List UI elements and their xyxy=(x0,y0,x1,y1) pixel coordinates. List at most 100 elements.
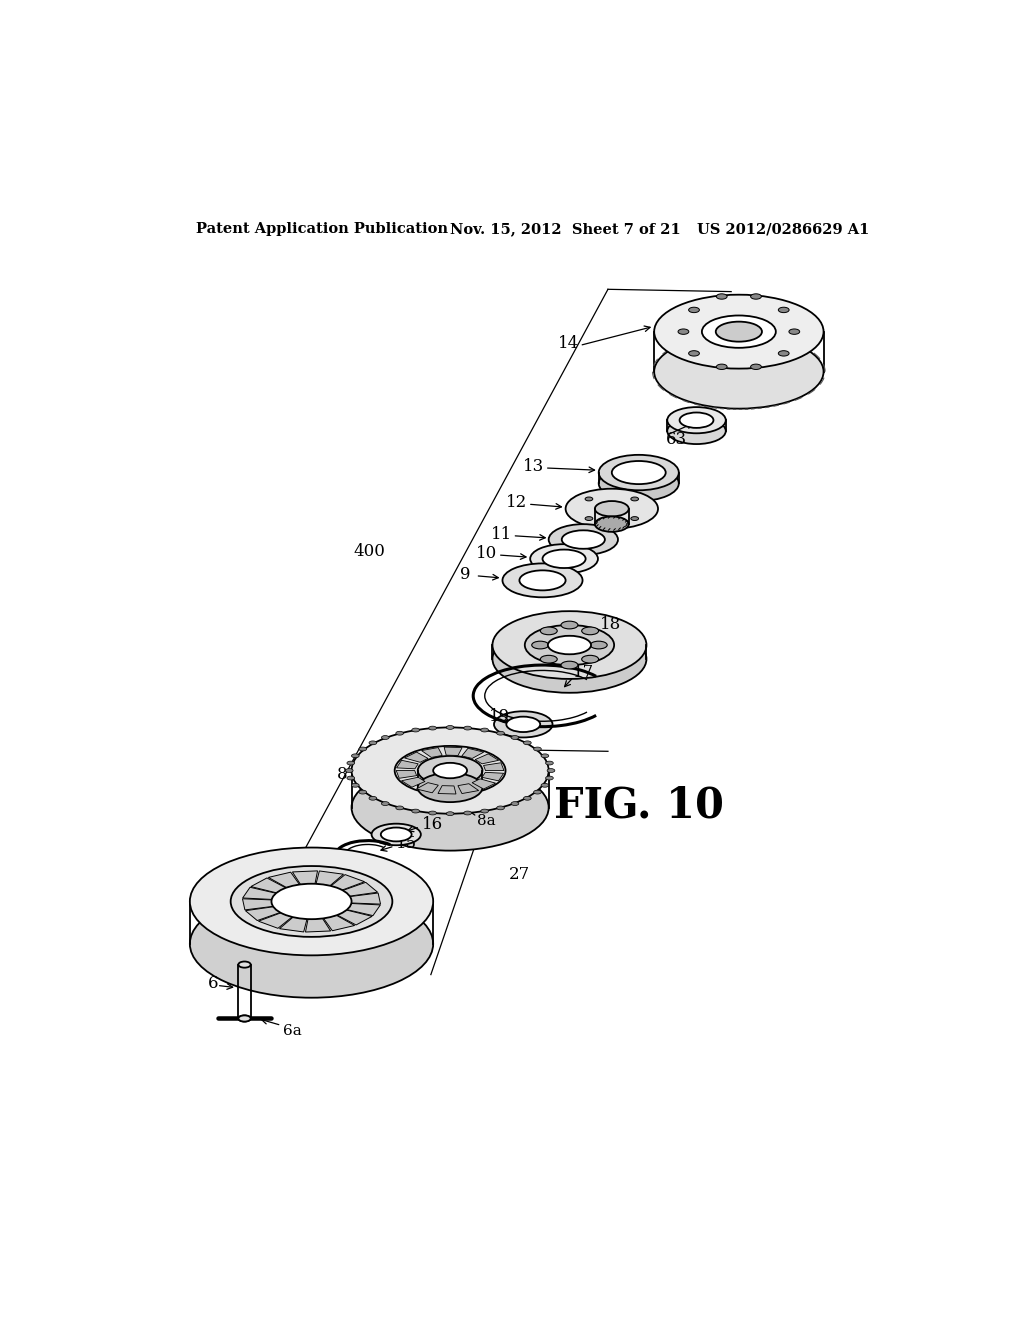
Ellipse shape xyxy=(595,516,629,532)
Polygon shape xyxy=(280,917,307,932)
Ellipse shape xyxy=(541,754,549,758)
Polygon shape xyxy=(483,763,504,771)
Ellipse shape xyxy=(678,329,689,334)
Polygon shape xyxy=(472,779,496,789)
Ellipse shape xyxy=(548,636,591,655)
Ellipse shape xyxy=(582,627,599,635)
Polygon shape xyxy=(417,783,438,793)
Ellipse shape xyxy=(717,364,727,370)
Ellipse shape xyxy=(429,726,436,730)
Ellipse shape xyxy=(381,828,412,841)
Ellipse shape xyxy=(788,329,800,334)
Polygon shape xyxy=(458,784,478,793)
Polygon shape xyxy=(438,785,456,795)
Ellipse shape xyxy=(506,717,541,733)
Ellipse shape xyxy=(585,516,593,520)
Ellipse shape xyxy=(497,731,505,735)
Ellipse shape xyxy=(668,418,726,444)
Polygon shape xyxy=(444,747,462,755)
Ellipse shape xyxy=(503,564,583,598)
Ellipse shape xyxy=(271,884,351,919)
Ellipse shape xyxy=(543,549,586,568)
Ellipse shape xyxy=(530,544,598,573)
Ellipse shape xyxy=(351,754,359,758)
Text: 19: 19 xyxy=(488,708,510,725)
Text: Nov. 15, 2012  Sheet 7 of 21: Nov. 15, 2012 Sheet 7 of 21 xyxy=(451,222,681,236)
Ellipse shape xyxy=(418,756,482,785)
Polygon shape xyxy=(482,772,504,781)
Ellipse shape xyxy=(541,655,557,663)
Polygon shape xyxy=(258,913,292,928)
Ellipse shape xyxy=(464,726,471,730)
Ellipse shape xyxy=(369,796,377,800)
Text: 27: 27 xyxy=(509,866,530,883)
Ellipse shape xyxy=(189,847,433,956)
Text: 7: 7 xyxy=(246,890,257,906)
Ellipse shape xyxy=(595,502,629,516)
Polygon shape xyxy=(305,919,331,932)
Ellipse shape xyxy=(585,498,593,500)
Text: 13: 13 xyxy=(523,458,545,475)
Polygon shape xyxy=(246,907,281,920)
Text: 400: 400 xyxy=(353,543,385,560)
Ellipse shape xyxy=(688,351,699,356)
Ellipse shape xyxy=(429,810,436,814)
Ellipse shape xyxy=(631,498,639,500)
Ellipse shape xyxy=(497,807,505,809)
Polygon shape xyxy=(404,752,428,762)
Text: FIG. 10: FIG. 10 xyxy=(554,784,724,826)
Ellipse shape xyxy=(396,807,403,809)
Ellipse shape xyxy=(778,308,790,313)
Polygon shape xyxy=(331,875,365,890)
Ellipse shape xyxy=(433,763,467,779)
Polygon shape xyxy=(396,760,418,768)
Ellipse shape xyxy=(654,294,823,368)
Ellipse shape xyxy=(668,407,726,433)
Polygon shape xyxy=(422,747,442,758)
Polygon shape xyxy=(350,894,381,904)
Ellipse shape xyxy=(717,294,727,300)
Ellipse shape xyxy=(345,768,353,772)
Ellipse shape xyxy=(372,824,421,845)
Text: 9: 9 xyxy=(460,566,471,582)
Ellipse shape xyxy=(519,570,565,590)
Polygon shape xyxy=(337,909,372,925)
Text: US 2012/0286629 A1: US 2012/0286629 A1 xyxy=(696,222,869,236)
Ellipse shape xyxy=(493,611,646,678)
Polygon shape xyxy=(243,887,276,899)
Ellipse shape xyxy=(688,308,699,313)
Ellipse shape xyxy=(239,1015,251,1022)
Ellipse shape xyxy=(751,364,762,370)
Ellipse shape xyxy=(358,791,367,795)
Ellipse shape xyxy=(599,466,679,502)
Text: 63: 63 xyxy=(666,430,687,447)
Ellipse shape xyxy=(446,726,454,730)
Ellipse shape xyxy=(778,351,790,356)
Ellipse shape xyxy=(412,809,420,813)
Text: 6: 6 xyxy=(208,975,218,993)
Ellipse shape xyxy=(541,627,557,635)
Ellipse shape xyxy=(381,801,389,805)
Polygon shape xyxy=(401,777,425,787)
Ellipse shape xyxy=(493,626,646,693)
Ellipse shape xyxy=(631,516,639,520)
Ellipse shape xyxy=(561,622,578,628)
Ellipse shape xyxy=(549,524,617,554)
Text: 8: 8 xyxy=(337,766,347,783)
Ellipse shape xyxy=(547,768,555,772)
Text: 17: 17 xyxy=(573,664,595,681)
Text: 8a: 8a xyxy=(477,813,496,828)
Ellipse shape xyxy=(523,796,531,800)
Ellipse shape xyxy=(358,747,367,751)
Ellipse shape xyxy=(351,783,359,787)
Ellipse shape xyxy=(701,315,776,348)
Ellipse shape xyxy=(546,776,553,780)
Polygon shape xyxy=(243,899,273,909)
Ellipse shape xyxy=(680,412,714,428)
Ellipse shape xyxy=(751,294,762,300)
Ellipse shape xyxy=(531,642,549,649)
Ellipse shape xyxy=(412,729,420,733)
Polygon shape xyxy=(293,871,317,884)
Text: 11: 11 xyxy=(490,525,512,543)
Ellipse shape xyxy=(347,762,354,766)
